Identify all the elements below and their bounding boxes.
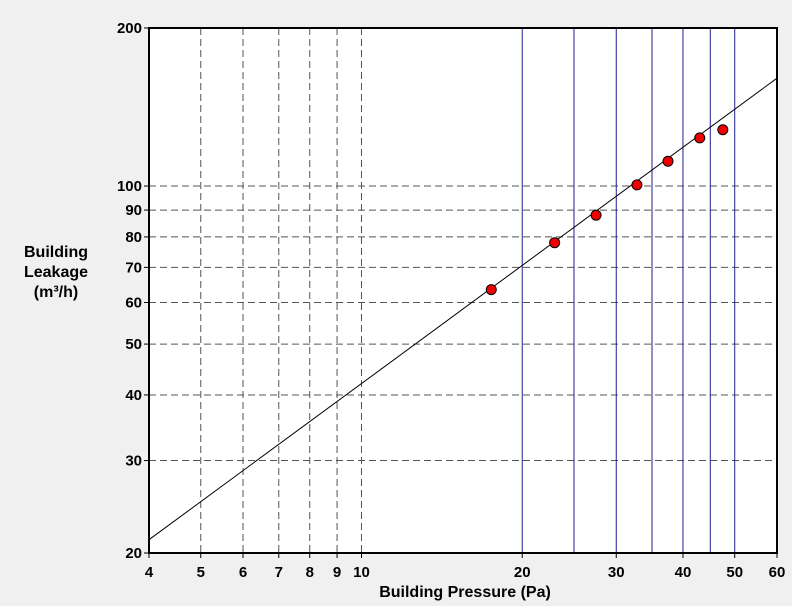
x-axis-label: Building Pressure (Pa) (379, 584, 551, 601)
y-tick-label: 50 (125, 336, 142, 353)
data-point (717, 124, 729, 136)
x-tick-label: 6 (239, 564, 247, 581)
x-tick-label: 7 (275, 564, 283, 581)
x-tick-label: 4 (145, 564, 154, 581)
data-point (631, 179, 643, 191)
x-tick-label: 5 (197, 564, 205, 581)
y-axis-label: Building Leakage (m³/h) (8, 243, 104, 303)
x-tick-label: 8 (306, 564, 314, 581)
fit-line (148, 77, 778, 541)
data-point (590, 209, 602, 221)
x-tick-label: 40 (675, 564, 692, 581)
data-point (662, 155, 674, 167)
y-tick-label: 80 (125, 229, 142, 246)
data-point (694, 132, 706, 144)
y-axis-label-line-1: Building (24, 244, 88, 261)
y-tick-label: 20 (125, 545, 142, 562)
y-tick-label: 90 (125, 202, 142, 219)
x-tick-label: 9 (333, 564, 341, 581)
y-tick-label: 60 (125, 295, 142, 312)
x-tick-label: 10 (353, 564, 370, 581)
plot-frame (148, 27, 778, 554)
y-tick-label: 30 (125, 453, 142, 470)
plot-area (149, 28, 777, 553)
y-axis-label-line-2: Leakage (23, 264, 89, 281)
x-tick-label: 20 (514, 564, 531, 581)
data-point (485, 284, 497, 296)
x-tick-label: 60 (769, 564, 786, 581)
data-point (549, 237, 561, 249)
x-tick-label: 30 (608, 564, 625, 581)
y-tick-label: 70 (125, 259, 142, 276)
x-tick-label: 50 (726, 564, 743, 581)
y-tick-label: 200 (117, 20, 142, 37)
y-tick-label: 100 (117, 178, 142, 195)
y-axis-label-line-3: (m³/h) (33, 284, 79, 301)
y-tick-label: 40 (125, 387, 142, 404)
